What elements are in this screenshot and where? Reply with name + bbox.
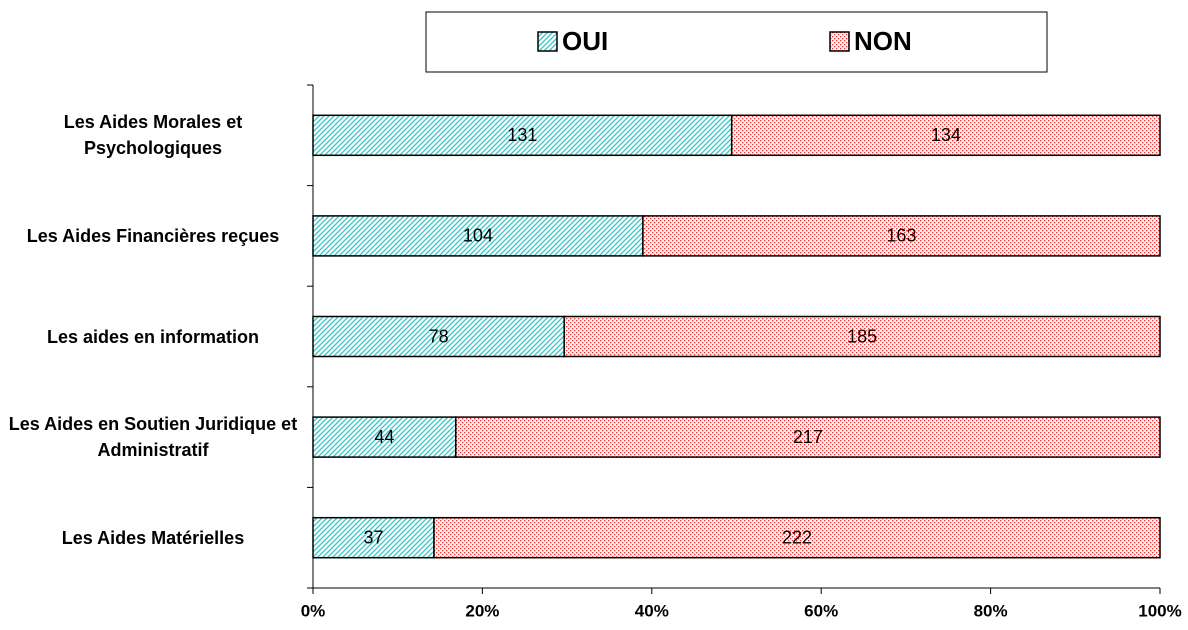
value-label: 134 xyxy=(931,125,961,145)
bar-segment xyxy=(433,516,1161,559)
value-label: 78 xyxy=(429,326,449,346)
value-label: 131 xyxy=(507,125,537,145)
x-tick-label: 60% xyxy=(804,601,838,620)
x-tick-label: 0% xyxy=(301,601,326,620)
category-label: Les Aides en Soutien Juridique et Admini… xyxy=(8,414,298,461)
bar-segment xyxy=(642,215,1161,257)
value-label: 185 xyxy=(847,326,877,346)
category-label: Les Aides Matérielles xyxy=(61,527,245,548)
x-tick-label: 100% xyxy=(1138,601,1181,620)
bar-segment xyxy=(312,416,457,458)
bar-segment xyxy=(730,114,1161,157)
value-label: 104 xyxy=(463,226,493,246)
x-tick-label: 80% xyxy=(974,601,1008,620)
legend-label: OUI xyxy=(562,26,608,56)
bar-segment xyxy=(312,215,644,257)
x-tick-label: 20% xyxy=(465,601,499,620)
value-label: 163 xyxy=(886,226,916,246)
category-label: Les Aides Morales et Psychologiques xyxy=(63,112,243,159)
legend-swatch xyxy=(537,31,558,52)
value-label: 217 xyxy=(793,427,823,447)
value-label: 44 xyxy=(374,427,394,447)
category-label: Les Aides Financières reçues xyxy=(26,225,280,246)
value-label: 37 xyxy=(363,527,383,547)
value-label: 222 xyxy=(782,527,812,547)
bar-segment xyxy=(563,315,1161,358)
bar-segment xyxy=(312,114,733,157)
category-label: Les aides en information xyxy=(46,326,260,347)
legend-label: NON xyxy=(854,26,912,56)
bar-segment xyxy=(312,516,435,559)
legend-box xyxy=(425,11,1048,73)
legend-swatch xyxy=(829,31,850,52)
x-tick-label: 40% xyxy=(635,601,669,620)
bar-segment xyxy=(312,315,565,358)
bar-segment xyxy=(455,416,1161,458)
